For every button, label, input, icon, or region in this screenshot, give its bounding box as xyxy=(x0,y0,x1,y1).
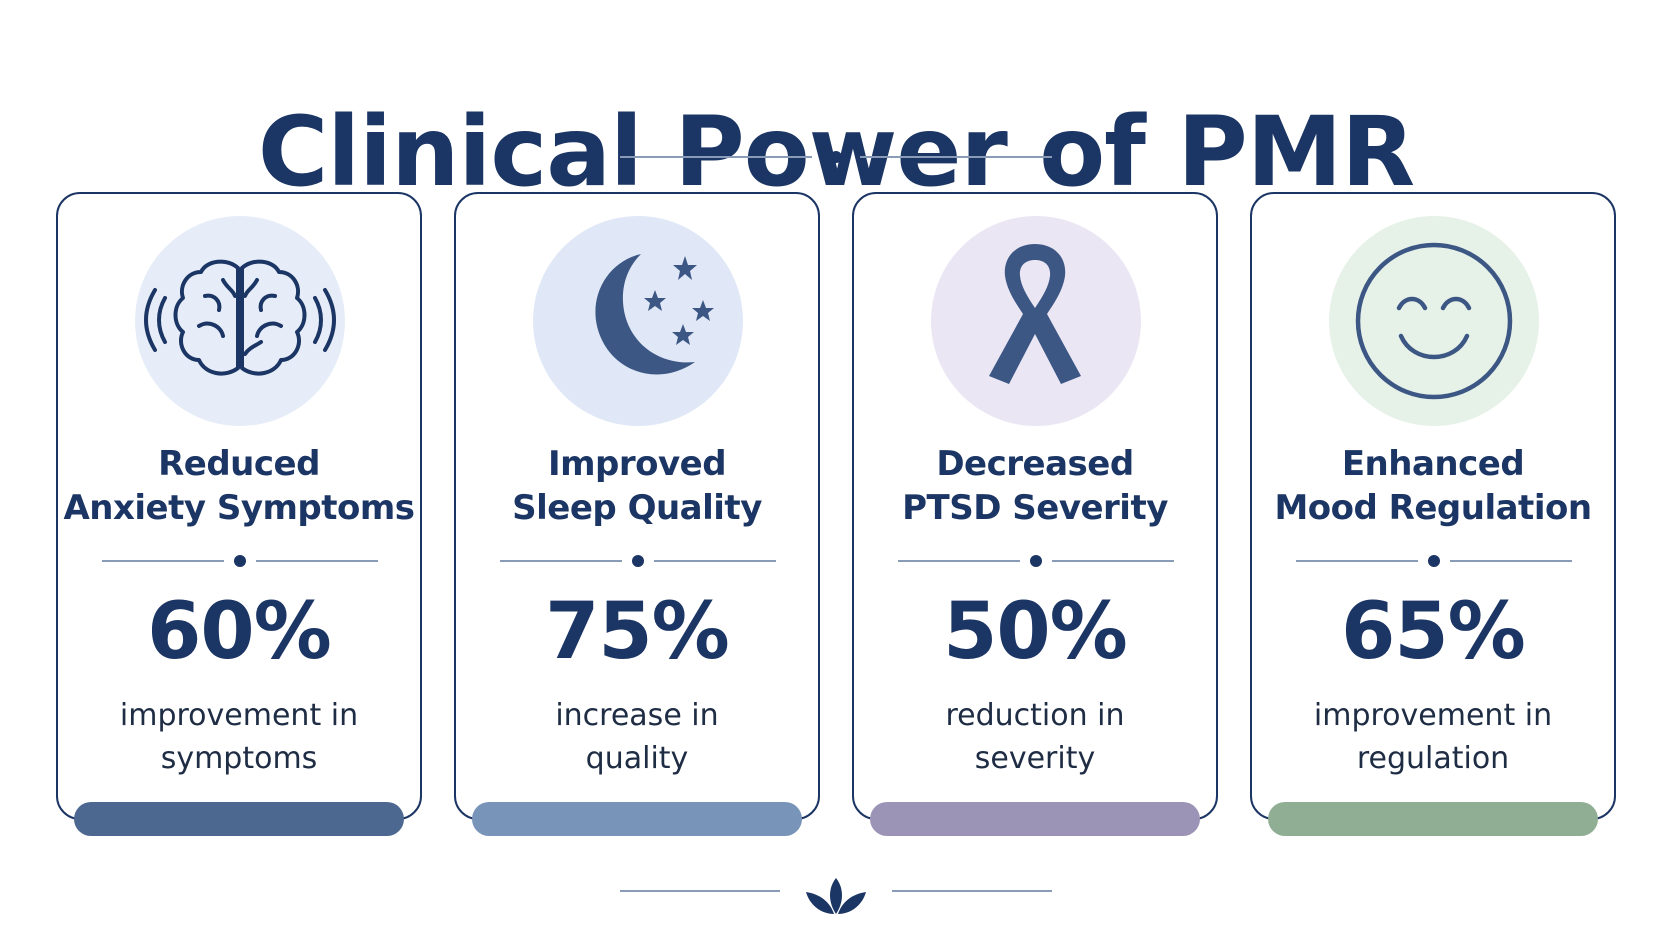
moon-stars-icon xyxy=(595,254,714,375)
progress-bar-anxiety xyxy=(74,802,404,836)
icon-circle xyxy=(135,216,345,426)
card-divider xyxy=(1296,554,1572,568)
stat-card-anxiety: Reduced Anxiety Symptoms 60% improvement… xyxy=(56,192,422,820)
stat-description: increase in quality xyxy=(555,698,719,776)
card-title: Decreased PTSD Severity xyxy=(902,444,1168,528)
card-title: Improved Sleep Quality xyxy=(512,444,762,528)
card-title: Enhanced Mood Regulation xyxy=(1274,444,1592,528)
icon-circle xyxy=(533,216,743,426)
stat-card-mood: Enhanced Mood Regulation 65% improvement… xyxy=(1250,192,1616,820)
brain-icon xyxy=(144,259,336,376)
ribbon-icon xyxy=(989,244,1081,384)
card-title: Reduced Anxiety Symptoms xyxy=(63,444,415,528)
card-divider xyxy=(500,554,776,568)
card-divider xyxy=(102,554,378,568)
icon-circle xyxy=(931,216,1141,426)
stat-value: 60% xyxy=(147,587,332,677)
stat-card-sleep: Improved Sleep Quality 75% increase in q… xyxy=(454,192,820,820)
stat-description: improvement in regulation xyxy=(1313,698,1553,776)
stat-value: 50% xyxy=(943,587,1128,677)
stat-value: 75% xyxy=(545,587,730,677)
icon-circle xyxy=(1329,216,1539,426)
card-divider xyxy=(898,554,1174,568)
lotus-icon xyxy=(806,878,866,914)
title-divider xyxy=(620,150,1052,164)
footer-divider xyxy=(620,876,1052,916)
progress-bar-sleep xyxy=(472,802,802,836)
smiley-icon xyxy=(1355,242,1513,400)
progress-bar-ptsd xyxy=(870,802,1200,836)
stat-description: reduction in severity xyxy=(945,698,1125,776)
progress-bar-mood xyxy=(1268,802,1598,836)
stat-card-ptsd: Decreased PTSD Severity 50% reduction in… xyxy=(852,192,1218,820)
stat-description: improvement in symptoms xyxy=(119,698,359,776)
stat-value: 65% xyxy=(1341,587,1526,677)
